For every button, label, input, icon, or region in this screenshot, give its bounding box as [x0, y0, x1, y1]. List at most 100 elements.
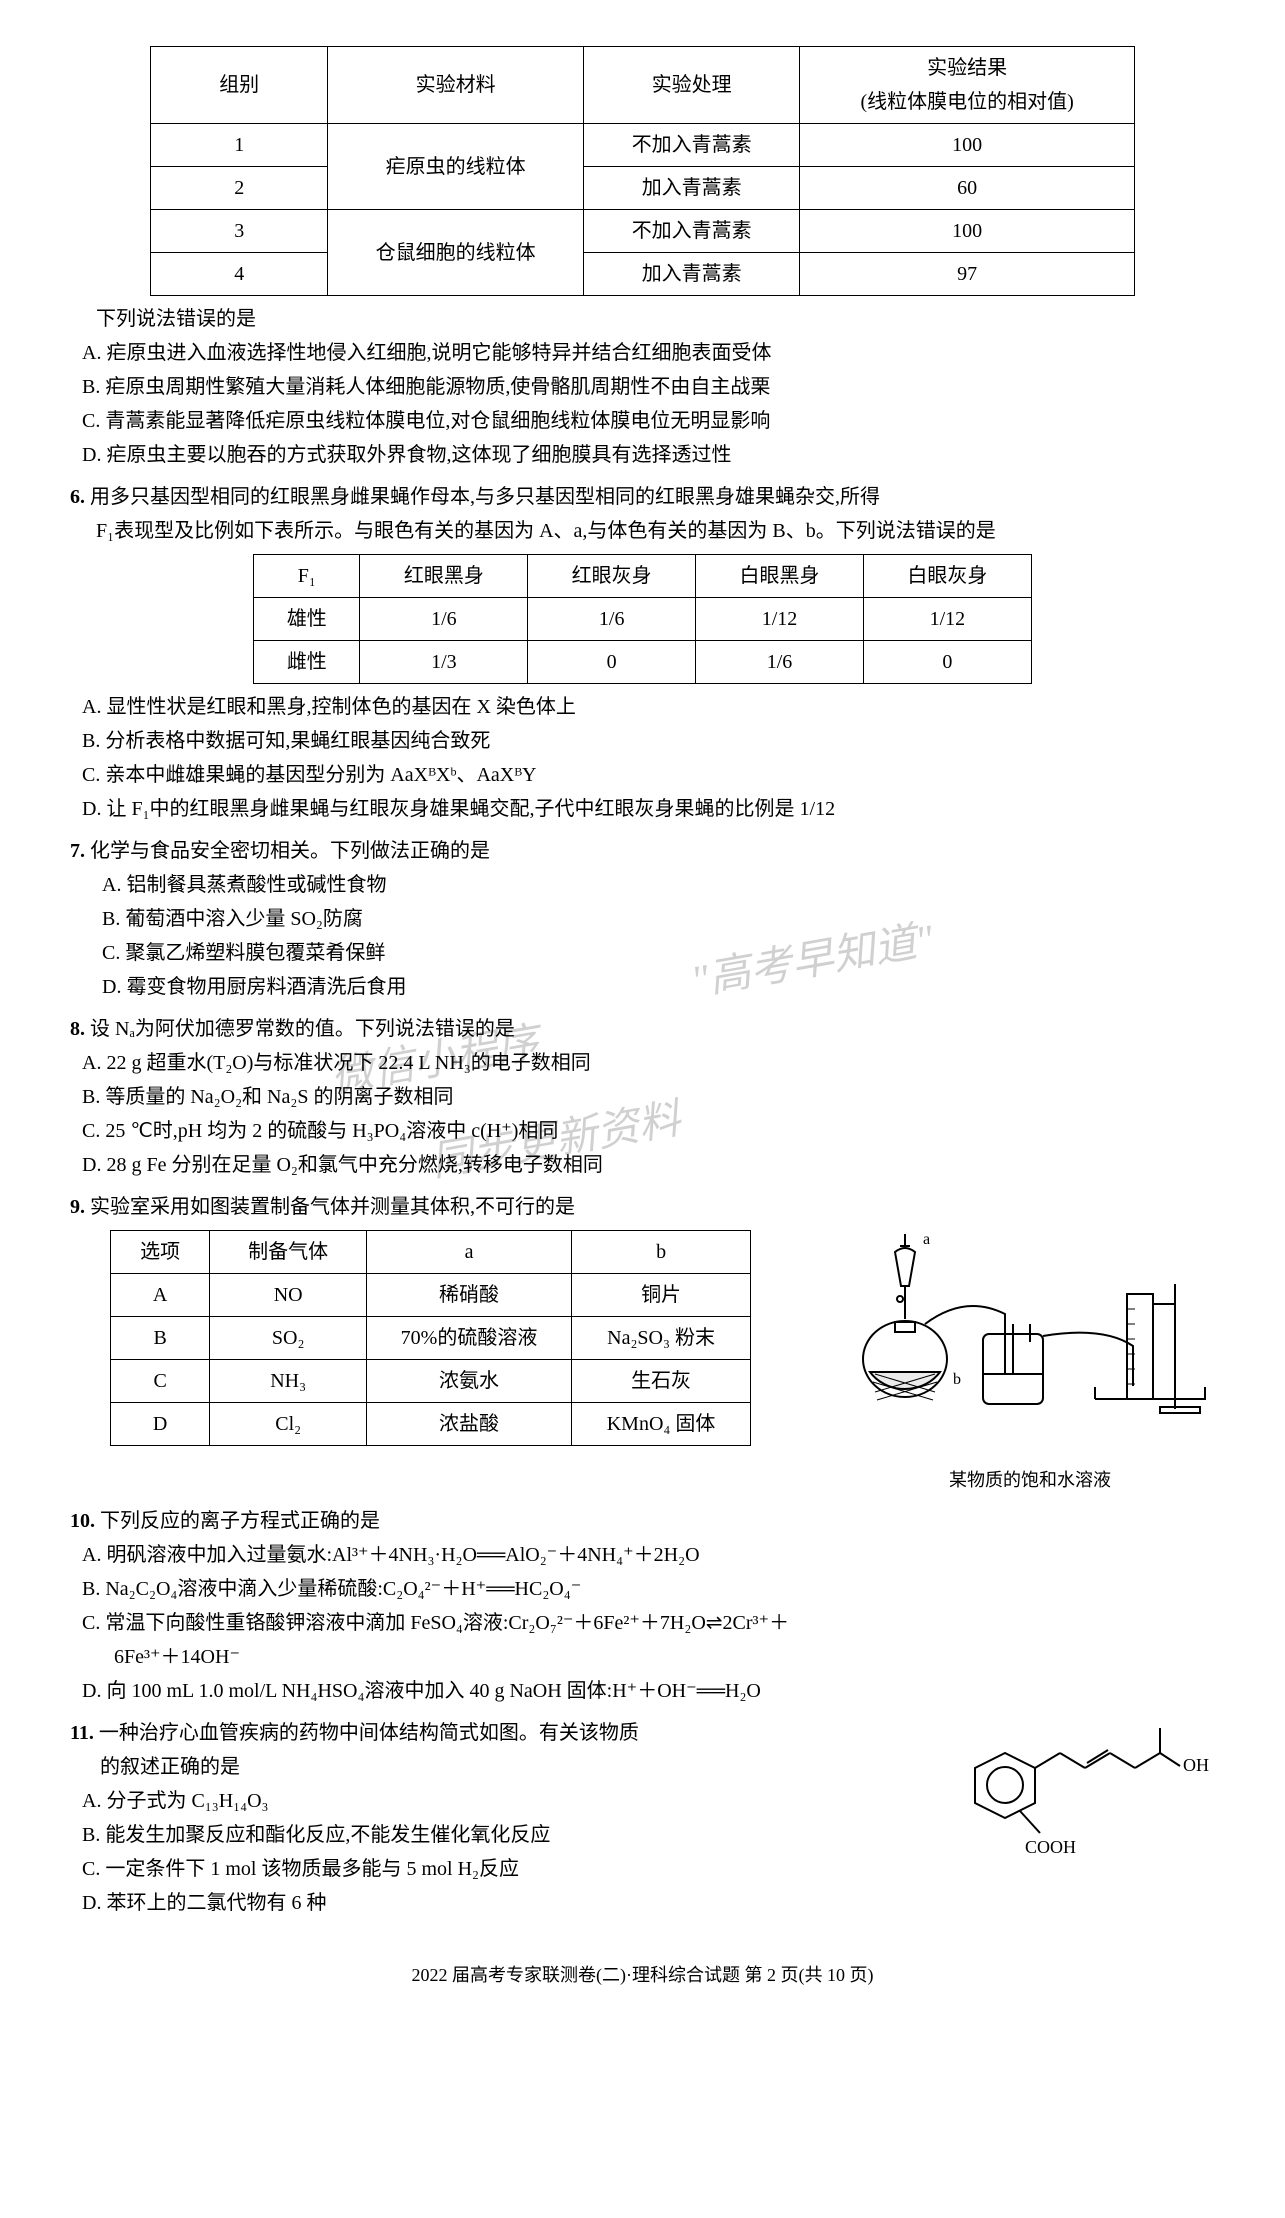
td: 1/6: [360, 598, 528, 641]
td: 1/6: [528, 598, 696, 641]
q7-opt-a: A. 铝制餐具蒸煮酸性或碱性食物: [90, 868, 674, 902]
svg-text:b: b: [953, 1371, 961, 1388]
q11-stem1: 一种治疗心血管疾病的药物中间体结构简式如图。有关该物质: [99, 1722, 639, 1744]
q7-num: 7.: [70, 840, 85, 862]
q10-opt-d: D. 向 100 mL 1.0 mol/L NH₄HSO₄溶液中加入 40 g …: [70, 1674, 1215, 1708]
table-q9: 选项 制备气体 a b A NO 稀硝酸 铜片 B SO₂ 70%的硫酸溶液 N…: [110, 1230, 751, 1446]
q11-stem2: 的叙述正确的是: [70, 1750, 905, 1784]
q11-num: 11.: [70, 1722, 94, 1744]
td: 雄性: [254, 598, 360, 641]
q7-opt-b: B. 葡萄酒中溶入少量 SO₂防腐: [90, 902, 674, 936]
svg-text:a: a: [923, 1231, 930, 1248]
td: 浓盐酸: [367, 1403, 572, 1446]
td: 稀硝酸: [367, 1274, 572, 1317]
td: 1/3: [360, 641, 528, 684]
q7-opt-c: C. 聚氯乙烯塑料膜包覆菜肴保鲜: [90, 936, 674, 970]
td: NO: [210, 1274, 367, 1317]
td: 加入青蒿素: [583, 253, 799, 296]
q5-opt-c: C. 青蒿素能显著降低疟原虫线粒体膜电位,对仓鼠细胞线粒体膜电位无明显影响: [70, 404, 1215, 438]
td: D: [111, 1403, 210, 1446]
td: 铜片: [571, 1274, 750, 1317]
q10-opt-c1: C. 常温下向酸性重铬酸钾溶液中滴加 FeSO₄溶液:Cr₂O₇²⁻＋6Fe²⁺…: [70, 1606, 1215, 1640]
td: 疟原虫的线粒体: [328, 124, 584, 210]
q6-opt-c: C. 亲本中雌雄果蝇的基因型分别为 AaXᴮXᵇ、AaXᴮY: [70, 758, 1215, 792]
td: 浓氨水: [367, 1360, 572, 1403]
svg-text:OH: OH: [1183, 1755, 1209, 1775]
q11-opt-b: B. 能发生加聚反应和酯化反应,不能发生催化氧化反应: [70, 1818, 905, 1852]
td: 3: [151, 210, 328, 253]
molecule-figure: OH COOH: [925, 1708, 1215, 1889]
th: 实验结果(线粒体膜电位的相对值): [800, 47, 1134, 124]
table-q6: F₁ 红眼黑身 红眼灰身 白眼黑身 白眼灰身 雄性 1/6 1/6 1/12 1…: [253, 554, 1032, 684]
td: 仓鼠细胞的线粒体: [328, 210, 584, 296]
td: 97: [800, 253, 1134, 296]
td: NH₃: [210, 1360, 367, 1403]
th: 实验材料: [328, 47, 584, 124]
td: 1/12: [696, 598, 864, 641]
q9-num: 9.: [70, 1196, 85, 1218]
q6-opt-a: A. 显性性状是红眼和黑身,控制体色的基因在 X 染色体上: [70, 690, 1215, 724]
td: 1: [151, 124, 328, 167]
q6-opt-d: D. 让 F₁中的红眼黑身雌果蝇与红眼灰身雄果蝇交配,子代中红眼灰身果蝇的比例是…: [70, 792, 1215, 826]
td: 60: [800, 167, 1134, 210]
q11-opt-c: C. 一定条件下 1 mol 该物质最多能与 5 mol H₂反应: [70, 1852, 905, 1886]
td: 2: [151, 167, 328, 210]
td: 70%的硫酸溶液: [367, 1317, 572, 1360]
td: 0: [863, 641, 1031, 684]
td: 雌性: [254, 641, 360, 684]
td: 4: [151, 253, 328, 296]
q11-opt-a: A. 分子式为 C₁₃H₁₄O₃: [70, 1784, 905, 1818]
q10-num: 10.: [70, 1510, 95, 1532]
table-q5: 组别 实验材料 实验处理 实验结果(线粒体膜电位的相对值) 1 疟原虫的线粒体 …: [150, 46, 1135, 296]
th: 白眼黑身: [696, 555, 864, 598]
q6-stem2: F₁表现型及比例如下表所示。与眼色有关的基因为 A、a,与体色有关的基因为 B、…: [70, 514, 1215, 548]
q6-opt-b: B. 分析表格中数据可知,果蝇红眼基因纯合致死: [70, 724, 1215, 758]
page-footer: 2022 届高考专家联测卷(二)·理科综合试题 第 2 页(共 10 页): [70, 1960, 1215, 1991]
q5-opt-b: B. 疟原虫周期性繁殖大量消耗人体细胞能源物质,使骨骼肌周期性不由自主战栗: [70, 370, 1215, 404]
q6-num: 6.: [70, 486, 85, 508]
q5-stem: 下列说法错误的是: [70, 302, 1215, 336]
q9-caption: 某物质的饱和水溶液: [845, 1465, 1215, 1496]
th: 选项: [111, 1231, 210, 1274]
th: b: [571, 1231, 750, 1274]
td: 1/6: [696, 641, 864, 684]
q10-opt-a: A. 明矾溶液中加入过量氨水:Al³⁺＋4NH₃·H₂O══AlO₂⁻＋4NH₄…: [70, 1538, 1215, 1572]
q8-opt-d: D. 28 g Fe 分别在足量 O₂和氯气中充分燃烧,转移电子数相同: [70, 1148, 1215, 1182]
th: F₁: [254, 555, 360, 598]
td: 不加入青蒿素: [583, 210, 799, 253]
td: C: [111, 1360, 210, 1403]
td: KMnO₄ 固体: [571, 1403, 750, 1446]
q8-num: 8.: [70, 1018, 85, 1040]
q9-stem: 实验室采用如图装置制备气体并测量其体积,不可行的是: [90, 1196, 575, 1218]
th: 红眼灰身: [528, 555, 696, 598]
th: 组别: [151, 47, 328, 124]
svg-text:COOH: COOH: [1025, 1837, 1076, 1857]
q10-opt-b: B. Na₂C₂O₄溶液中滴入少量稀硫酸:C₂O₄²⁻＋H⁺══HC₂O₄⁻: [70, 1572, 1215, 1606]
apparatus-figure: a b: [845, 1224, 1215, 1496]
q5-opt-d: D. 疟原虫主要以胞吞的方式获取外界食物,这体现了细胞膜具有选择透过性: [70, 438, 1215, 472]
td: 加入青蒿素: [583, 167, 799, 210]
td: Cl₂: [210, 1403, 367, 1446]
td: 100: [800, 210, 1134, 253]
th: 实验处理: [583, 47, 799, 124]
td: B: [111, 1317, 210, 1360]
td: 不加入青蒿素: [583, 124, 799, 167]
q8-opt-b: B. 等质量的 Na₂O₂和 Na₂S 的阴离子数相同: [70, 1080, 1215, 1114]
th: 制备气体: [210, 1231, 367, 1274]
q8-opt-c: C. 25 ℃时,pH 均为 2 的硫酸与 H₃PO₄溶液中 c(H⁺)相同: [70, 1114, 1215, 1148]
td: Na₂SO₃ 粉末: [571, 1317, 750, 1360]
q8-stem: 设 Nₐ为阿伏加德罗常数的值。下列说法错误的是: [90, 1018, 515, 1040]
q10-opt-c2: 6Fe³⁺＋14OH⁻: [70, 1640, 1215, 1674]
q8-opt-a: A. 22 g 超重水(T₂O)与标准状况下 22.4 L NH₃的电子数相同: [70, 1046, 1215, 1080]
td: 100: [800, 124, 1134, 167]
q7-stem: 化学与食品安全密切相关。下列做法正确的是: [90, 840, 490, 862]
q10-stem: 下列反应的离子方程式正确的是: [100, 1510, 380, 1532]
td: SO₂: [210, 1317, 367, 1360]
td: 0: [528, 641, 696, 684]
th: 白眼灰身: [863, 555, 1031, 598]
q7-opt-d: D. 霉变食物用厨房料酒清洗后食用: [90, 970, 674, 1004]
q5-opt-a: A. 疟原虫进入血液选择性地侵入红细胞,说明它能够特异并结合红细胞表面受体: [70, 336, 1215, 370]
th: 红眼黑身: [360, 555, 528, 598]
td: A: [111, 1274, 210, 1317]
q11-opt-d: D. 苯环上的二氯代物有 6 种: [70, 1886, 905, 1920]
